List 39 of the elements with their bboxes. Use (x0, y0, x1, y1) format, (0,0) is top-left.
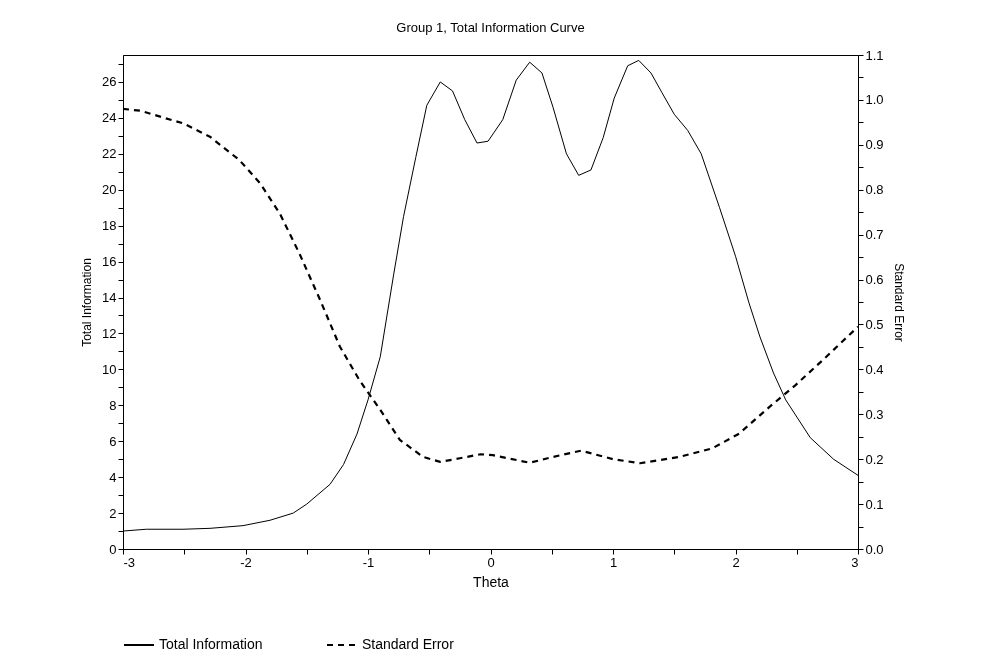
y-tick-label: 18 (102, 218, 117, 234)
chart-title: Group 1, Total Information Curve (396, 20, 585, 35)
y2-tick-label: 0.6 (865, 272, 884, 288)
y-tick-label: 6 (109, 433, 117, 449)
y-axis-title: Total Information (80, 258, 95, 347)
y2-tick-label: 0.7 (865, 227, 884, 243)
y2-tick-label: 0.0 (865, 541, 884, 557)
y2-tick-label: 0.3 (865, 406, 884, 422)
y-tick-label: 0 (109, 541, 117, 557)
x-tick-label: 2 (732, 554, 740, 570)
y-tick-label: 20 (102, 182, 117, 198)
y-tick-label: 26 (102, 74, 117, 90)
x-tick-label: -2 (240, 554, 252, 570)
legend-label: Standard Error (362, 636, 455, 652)
y-tick-label: 8 (109, 397, 117, 413)
y2-axis-title: Standard Error (891, 263, 906, 342)
legend-label: Total Information (159, 636, 263, 652)
y-tick-label: 22 (102, 146, 117, 162)
y2-tick-label: 0.9 (865, 137, 884, 153)
y2-tick-label: 0.8 (865, 182, 884, 198)
x-axis-title: Theta (473, 573, 510, 590)
y-tick-label: 24 (102, 110, 117, 126)
y2-tick-label: 0.1 (865, 496, 884, 512)
x-tick-label: 3 (851, 554, 859, 570)
y-tick-label: 2 (109, 505, 117, 521)
x-tick-label: -1 (362, 554, 375, 570)
y2-tick-label: 0.2 (865, 451, 884, 467)
y2-tick-label: 0.4 (865, 361, 884, 377)
y-tick-label: 10 (102, 361, 117, 377)
x-tick-label: 1 (609, 554, 618, 570)
y-tick-label: 16 (102, 254, 117, 270)
y-tick-label: 4 (109, 469, 117, 485)
y2-tick-label: 0.5 (865, 316, 884, 332)
y-tick-label: 12 (102, 325, 117, 341)
x-tick-label: 0 (487, 554, 495, 570)
y-tick-label: 14 (102, 290, 117, 306)
y2-tick-label: 1.1 (865, 47, 884, 63)
y2-tick-label: 1.0 (865, 92, 884, 108)
x-tick-label: -3 (123, 554, 136, 570)
